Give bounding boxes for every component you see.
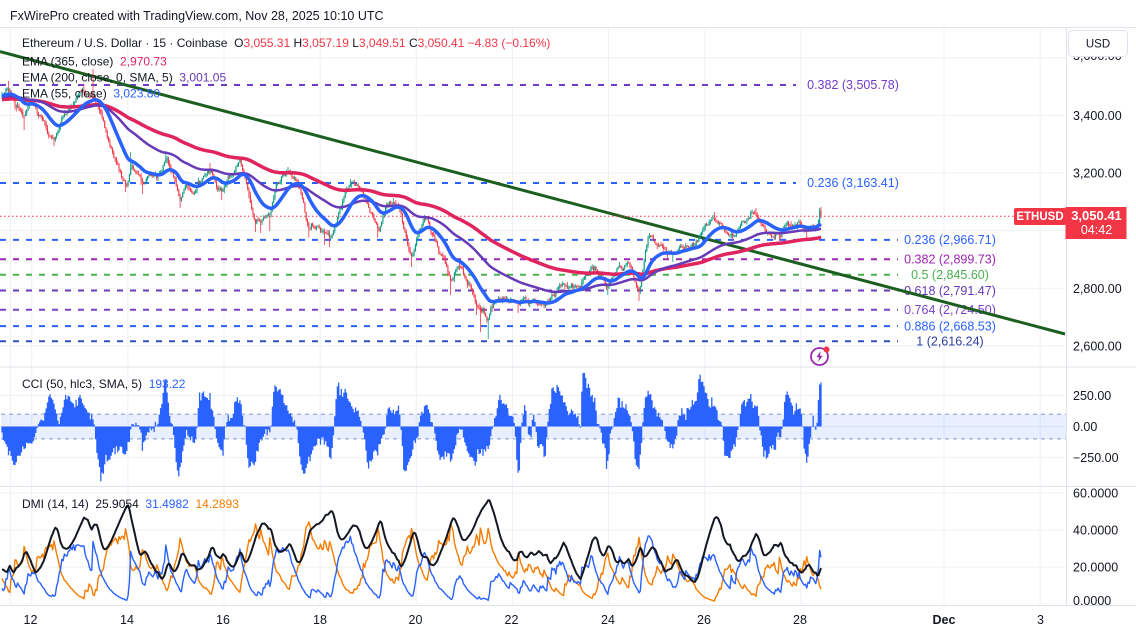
svg-text:3,050.41: 3,050.41 xyxy=(1071,208,1122,223)
svg-text:22: 22 xyxy=(505,613,519,627)
svg-text:0.382 (2,899.73): 0.382 (2,899.73) xyxy=(904,253,996,267)
svg-text:2,600.00: 2,600.00 xyxy=(1073,339,1122,353)
svg-text:EMA (200, close, 0, SMA, 5) 3: EMA (200, close, 0, SMA, 5) 3,001.05 xyxy=(22,71,226,85)
svg-text:250.00: 250.00 xyxy=(1073,389,1111,403)
svg-text:0.236 (2,966.71): 0.236 (2,966.71) xyxy=(904,233,996,247)
svg-text:14: 14 xyxy=(120,613,134,627)
svg-text:Ethereum / U.S. Dollar · 15 ·: Ethereum / U.S. Dollar · 15 · Coinbase O… xyxy=(22,36,550,50)
svg-text:16: 16 xyxy=(216,613,230,627)
svg-text:04:42: 04:42 xyxy=(1081,223,1112,237)
svg-text:0.00: 0.00 xyxy=(1073,420,1097,434)
svg-text:20: 20 xyxy=(409,613,423,627)
svg-text:18: 18 xyxy=(313,613,327,627)
svg-text:3,200.00: 3,200.00 xyxy=(1073,167,1122,181)
svg-text:0.236 (3,163.41): 0.236 (3,163.41) xyxy=(807,176,899,190)
svg-text:0.5 (2,845.60): 0.5 (2,845.60) xyxy=(911,268,989,282)
svg-text:60.0000: 60.0000 xyxy=(1073,487,1118,501)
svg-text:0.618 (2,791.47): 0.618 (2,791.47) xyxy=(904,284,996,298)
svg-text:20.0000: 20.0000 xyxy=(1073,561,1118,575)
svg-text:0.886 (2,668.53): 0.886 (2,668.53) xyxy=(904,319,996,333)
svg-text:CCI (50, hlc3, SMA, 5) 193.22: CCI (50, hlc3, SMA, 5) 193.22 xyxy=(22,377,186,391)
svg-text:EMA (55, close) 3,023.80: EMA (55, close) 3,023.80 xyxy=(22,87,160,101)
svg-text:ETHUSD: ETHUSD xyxy=(1016,211,1063,223)
svg-text:26: 26 xyxy=(697,613,711,627)
svg-text:DMI (14, 14) 25.9054 31.4982: DMI (14, 14) 25.9054 31.4982 14.2893 xyxy=(22,497,239,511)
svg-text:USD: USD xyxy=(1086,39,1110,51)
svg-text:0.382 (3,505.78): 0.382 (3,505.78) xyxy=(807,78,899,92)
svg-text:3,400.00: 3,400.00 xyxy=(1073,109,1122,123)
svg-text:EMA (365, close) 2,970.73: EMA (365, close) 2,970.73 xyxy=(22,55,167,69)
svg-text:FxWirePro created with Trading: FxWirePro created with TradingView.com, … xyxy=(10,9,384,23)
svg-text:3: 3 xyxy=(1037,613,1044,627)
svg-text:12: 12 xyxy=(24,613,38,627)
svg-text:40.0000: 40.0000 xyxy=(1073,524,1118,538)
svg-text:2,800.00: 2,800.00 xyxy=(1073,282,1122,296)
svg-text:0.764 (2,724.50): 0.764 (2,724.50) xyxy=(904,303,996,317)
svg-text:24: 24 xyxy=(601,613,615,627)
svg-text:Dec: Dec xyxy=(933,613,956,627)
svg-text:0.0000: 0.0000 xyxy=(1073,594,1111,608)
svg-text:28: 28 xyxy=(793,613,807,627)
svg-text:−250.00: −250.00 xyxy=(1073,451,1119,465)
svg-text:1 (2,616.24): 1 (2,616.24) xyxy=(916,335,983,349)
